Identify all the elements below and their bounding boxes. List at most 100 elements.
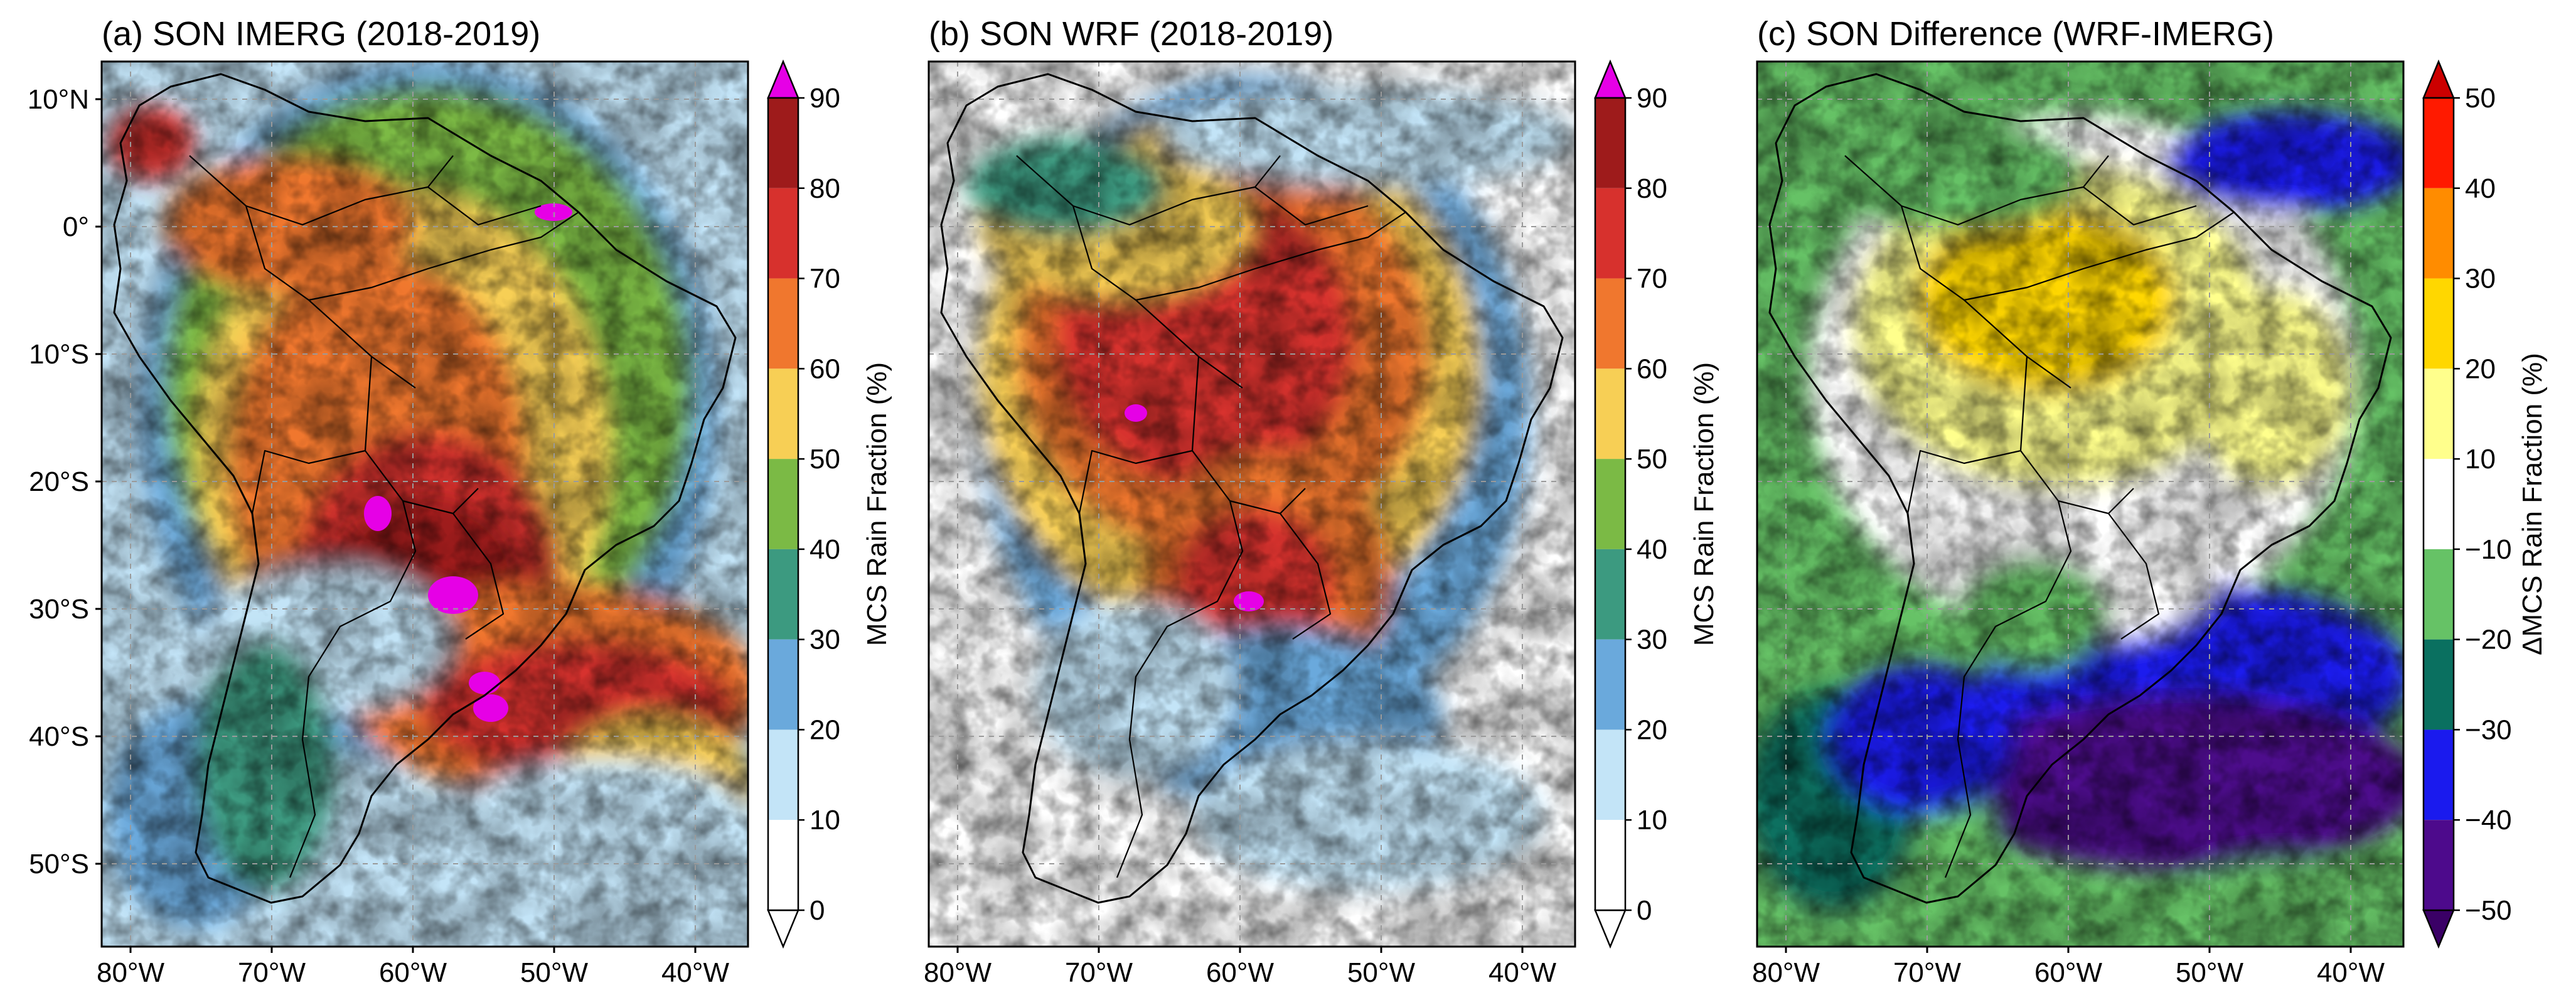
colorbar-tick-label: 10 bbox=[810, 805, 840, 836]
colorbar-segment bbox=[2424, 368, 2454, 460]
colorbar-tick-label: −20 bbox=[2465, 625, 2512, 655]
colorbar-under bbox=[2422, 909, 2455, 949]
map-frame bbox=[927, 60, 1576, 948]
colorbar-tick-label: 50 bbox=[2465, 83, 2496, 114]
over-patch bbox=[364, 496, 392, 531]
colorbar-under bbox=[1594, 909, 1627, 949]
colorbar-segment bbox=[1595, 729, 1625, 820]
lat-tick-label: 50°S bbox=[29, 849, 89, 879]
colorbar-tick-label: 30 bbox=[2465, 264, 2496, 294]
lon-tick-label: 50°W bbox=[1347, 957, 1416, 988]
colorbar-tick-label: 40 bbox=[810, 534, 840, 565]
colorbar-tick-label: −10 bbox=[2465, 534, 2512, 565]
colorbar-tick-label: 40 bbox=[2465, 173, 2496, 204]
colorbar-tick-label: 90 bbox=[1637, 83, 1667, 114]
lat-tick-label: 30°S bbox=[29, 594, 89, 625]
colorbar-segment bbox=[768, 188, 798, 279]
colorbar-tick-label: 10 bbox=[1637, 805, 1667, 836]
gridlines bbox=[1757, 62, 2403, 947]
colorbar-segment bbox=[2424, 639, 2454, 730]
colorbar-segment bbox=[1595, 639, 1625, 730]
colorbar-segment bbox=[2424, 820, 2454, 910]
colorbar-tick-label: 50 bbox=[810, 444, 840, 475]
lon-tick-label: 70°W bbox=[238, 957, 306, 988]
lat-tick-label: 40°S bbox=[29, 721, 89, 752]
colorbar-tick-label: 50 bbox=[1637, 444, 1667, 475]
colorbar-segment bbox=[2424, 729, 2454, 820]
lon-tick-label: 80°W bbox=[924, 957, 992, 988]
colorbar: 90 80 70 60 50 40 30 20 10 0 MCS Rain Fraction (%) bbox=[767, 59, 892, 949]
colorbar-segment bbox=[768, 98, 798, 188]
lon-tick-label: 60°W bbox=[2034, 957, 2103, 988]
colorbar-tick-label: 40 bbox=[1637, 534, 1667, 565]
colorbar-segment bbox=[768, 729, 798, 820]
over-patch bbox=[1125, 404, 1147, 422]
colorbar-segment bbox=[768, 278, 798, 369]
lon-tick-label: 40°W bbox=[2317, 957, 2385, 988]
colorbar-segment bbox=[2424, 188, 2454, 279]
colorbar-segment bbox=[768, 639, 798, 730]
over-patch bbox=[428, 576, 478, 614]
map-panel-0: (a) SON IMERG (2018-2019) 80°W 70°W 60°W 50°… bbox=[28, 15, 892, 988]
colorbar-tick-label: 30 bbox=[810, 625, 840, 655]
colorbar-tick-label: 90 bbox=[810, 83, 840, 114]
speckle bbox=[1757, 62, 2403, 947]
lon-tick-label: 60°W bbox=[1206, 957, 1275, 988]
colorbar-tick-label: 70 bbox=[1637, 264, 1667, 294]
rain-field bbox=[102, 62, 748, 947]
map-panel-2: (c) SON Difference (WRF-IMERG) 80°W 70°W 60… bbox=[1752, 15, 2548, 988]
colorbar-segment bbox=[2424, 549, 2454, 640]
colorbar-label: MCS Rain Fraction (%) bbox=[862, 362, 892, 646]
colorbar-segment bbox=[2424, 278, 2454, 369]
panel-title: (a) SON IMERG (2018-2019) bbox=[102, 15, 540, 53]
over-patch bbox=[1234, 591, 1264, 611]
colorbar-segment bbox=[768, 368, 798, 460]
colorbar-label: MCS Rain Fraction (%) bbox=[1689, 362, 1719, 646]
speckle bbox=[929, 62, 1575, 947]
colorbar-segment bbox=[1595, 98, 1625, 188]
lon-tick-label: 50°W bbox=[2176, 957, 2244, 988]
rain-field bbox=[929, 62, 1575, 947]
speckle bbox=[102, 62, 748, 947]
colorbar: 90 80 70 60 50 40 30 20 10 0 MCS Rain Fraction (%) bbox=[1594, 59, 1719, 949]
map-frame bbox=[100, 60, 749, 948]
colorbar-tick-label: 80 bbox=[1637, 173, 1667, 204]
colorbar-segment bbox=[1595, 278, 1625, 369]
colorbar-tick-label: −50 bbox=[2465, 895, 2512, 926]
lat-tick-label: 0° bbox=[63, 212, 89, 242]
lon-tick-label: 80°W bbox=[97, 957, 165, 988]
colorbar-segment bbox=[1595, 459, 1625, 549]
lon-tick-label: 80°W bbox=[1752, 957, 1820, 988]
colorbar-over bbox=[2422, 59, 2455, 99]
colorbar-tick-label: 0 bbox=[810, 895, 825, 926]
colorbar-tick-label: 60 bbox=[1637, 353, 1667, 384]
lat-tick-label: 10°N bbox=[28, 84, 89, 115]
over-patch bbox=[469, 672, 500, 694]
colorbar-tick-label: 20 bbox=[2465, 353, 2496, 384]
colorbar-segment bbox=[768, 820, 798, 910]
lon-tick-label: 70°W bbox=[1893, 957, 1962, 988]
colorbar-tick-label: 10 bbox=[2465, 444, 2496, 475]
colorbar-tick-label: 20 bbox=[810, 714, 840, 745]
colorbar-segment bbox=[768, 549, 798, 640]
lon-tick-label: 60°W bbox=[379, 957, 447, 988]
colorbar-label: ΔMCS Rain Fraction (%) bbox=[2517, 353, 2548, 655]
colorbar-tick-label: 20 bbox=[1637, 714, 1667, 745]
map-frame bbox=[1756, 60, 2405, 948]
colorbar-segment bbox=[1595, 368, 1625, 460]
colorbar-segment bbox=[2424, 459, 2454, 549]
colorbar-tick-label: 80 bbox=[810, 173, 840, 204]
colorbar-over bbox=[767, 59, 799, 99]
rain-field bbox=[1757, 62, 2403, 947]
colorbar-segment bbox=[1595, 549, 1625, 640]
colorbar-under bbox=[767, 909, 799, 949]
lon-tick-label: 40°W bbox=[661, 957, 730, 988]
gridlines bbox=[929, 62, 1575, 947]
colorbar-tick-label: 30 bbox=[1637, 625, 1667, 655]
colorbar-tick-label: 0 bbox=[1637, 895, 1652, 926]
colorbar-segment bbox=[2424, 98, 2454, 188]
lat-tick-label: 10°S bbox=[29, 339, 89, 370]
lon-tick-label: 70°W bbox=[1065, 957, 1133, 988]
colorbar-tick-label: −30 bbox=[2465, 714, 2512, 745]
